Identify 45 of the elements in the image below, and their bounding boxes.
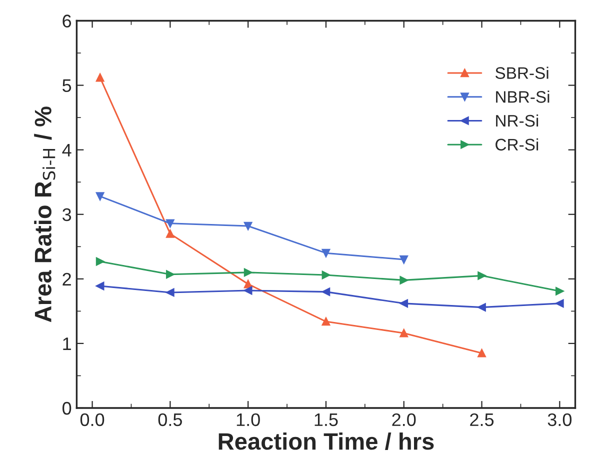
point — [96, 73, 104, 82]
legend-label: NBR-Si — [496, 90, 550, 103]
y-tick-label: 6 — [62, 14, 72, 28]
y-tick-label: 0 — [62, 402, 72, 415]
y-tick-label: 3 — [62, 208, 72, 222]
point — [478, 272, 486, 280]
legend-label: SBR-Si — [495, 66, 548, 79]
point — [166, 270, 174, 279]
y-tick-label: 5 — [62, 79, 72, 92]
x-tick-label: 3.0 — [548, 413, 572, 426]
legend-label: NR-Si — [496, 114, 538, 127]
point — [244, 280, 252, 288]
point — [244, 268, 252, 277]
point — [244, 222, 252, 230]
legend-label: CR-Si — [496, 138, 538, 151]
point — [400, 255, 408, 264]
point — [400, 299, 408, 308]
point — [556, 287, 564, 296]
x-tick-label: 1.5 — [314, 414, 338, 426]
x-tick-label: 2.0 — [392, 413, 416, 426]
point — [166, 219, 174, 228]
point — [166, 230, 174, 238]
point — [322, 317, 330, 326]
y-axis-title: Area Ratio R$_{Si-H}$ / % — [34, 106, 56, 322]
x-axis-title: Reaction Time / hrs — [218, 432, 434, 450]
x-tick-label: 2.5 — [470, 413, 494, 426]
x-tick-label: 1.0 — [236, 413, 260, 426]
point — [322, 270, 330, 280]
point — [400, 328, 408, 338]
point — [556, 299, 564, 308]
point — [96, 192, 104, 200]
point — [400, 276, 408, 284]
point — [322, 288, 330, 296]
y-tick-label: 4 — [62, 144, 72, 156]
point — [478, 348, 486, 358]
point — [478, 303, 486, 312]
point — [96, 257, 104, 266]
point — [96, 282, 104, 290]
point — [166, 288, 174, 297]
y-tick-label: 2 — [62, 272, 71, 286]
y-tick-label: 1 — [63, 338, 71, 350]
x-tick-label: 0.5 — [158, 413, 182, 426]
point — [244, 286, 252, 295]
point — [322, 248, 330, 258]
x-tick-label: 0.0 — [80, 413, 104, 426]
